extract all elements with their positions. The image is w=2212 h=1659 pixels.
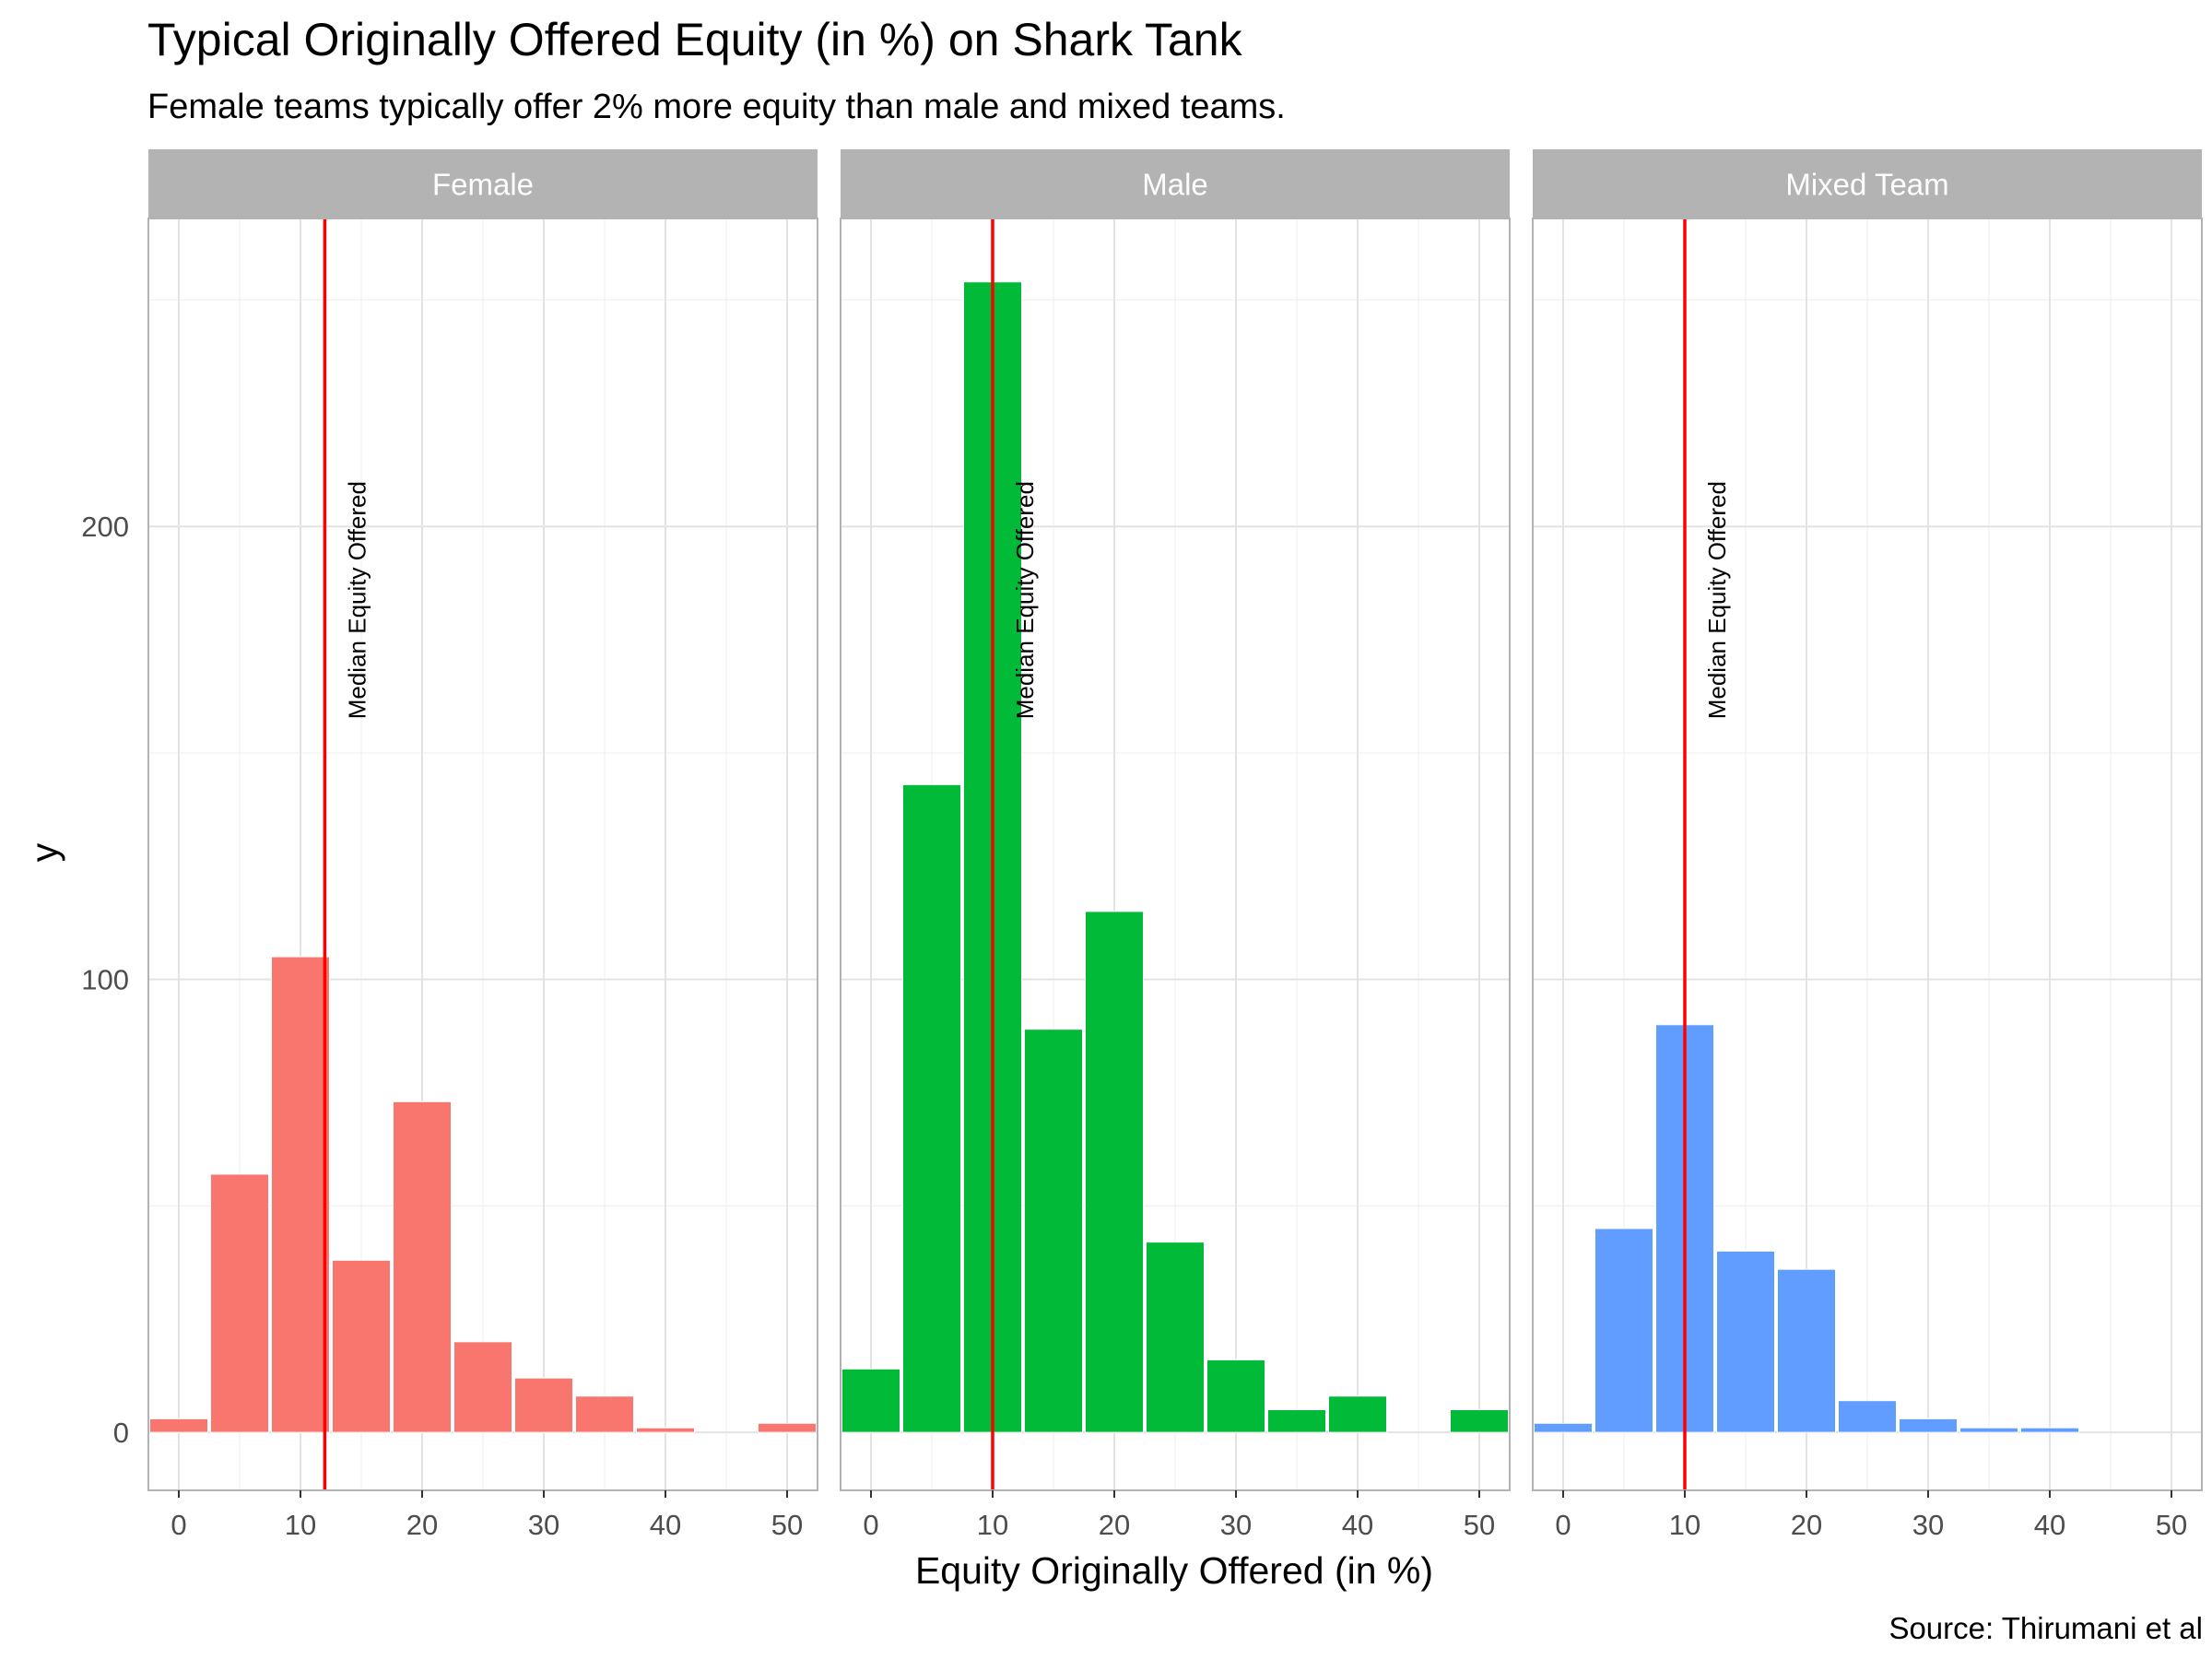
x-tick-label: 0 bbox=[171, 1509, 186, 1541]
histogram-bar bbox=[1777, 1268, 1836, 1433]
facet-strip bbox=[841, 149, 1510, 218]
x-tick-label: 40 bbox=[2034, 1509, 2065, 1541]
median-annotation: Median Equity Offered bbox=[343, 481, 371, 719]
facet-strip-label: Female bbox=[432, 168, 534, 202]
x-axis-title: Equity Originally Offered (in %) bbox=[915, 1549, 1433, 1592]
histogram-bar bbox=[1206, 1359, 1265, 1433]
median-annotation: Median Equity Offered bbox=[1011, 481, 1039, 719]
histogram-bar bbox=[636, 1427, 695, 1433]
y-tick-label: 200 bbox=[81, 511, 129, 543]
x-tick-label: 30 bbox=[528, 1509, 559, 1541]
histogram-bar bbox=[1838, 1400, 1897, 1433]
facet-mixed-team: Median Equity Offered Mixed Team 0 10 20 30 40… bbox=[1532, 149, 2203, 1541]
x-tick-label: 40 bbox=[650, 1509, 681, 1541]
x-tick-label: 0 bbox=[1555, 1509, 1571, 1541]
x-tick-label: 20 bbox=[1791, 1509, 1822, 1541]
x-tick-label: 10 bbox=[285, 1509, 316, 1541]
facet-strip-label: Male bbox=[1142, 168, 1208, 202]
histogram-bar bbox=[1085, 911, 1144, 1433]
median-annotation: Median Equity Offered bbox=[1703, 481, 1731, 719]
x-tick-label: 30 bbox=[1912, 1509, 1944, 1541]
x-tick-label: 50 bbox=[2156, 1509, 2187, 1541]
y-tick-label: 0 bbox=[113, 1417, 129, 1449]
histogram-bar bbox=[758, 1422, 817, 1433]
chart-title: Typical Originally Offered Equity (in %)… bbox=[147, 14, 1243, 65]
histogram-bar bbox=[1594, 1228, 1653, 1433]
y-tick-label: 100 bbox=[81, 964, 129, 996]
histogram-bar bbox=[332, 1259, 391, 1433]
histogram-bar bbox=[393, 1100, 452, 1433]
x-tick-label: 10 bbox=[977, 1509, 1008, 1541]
x-tick-label: 50 bbox=[771, 1509, 803, 1541]
histogram-bar bbox=[902, 783, 961, 1433]
histogram-bar bbox=[1146, 1241, 1205, 1433]
facet-female: Median Equity Offered Female 0 10 20 30 40 50 bbox=[147, 149, 818, 1541]
x-tick-label: 0 bbox=[863, 1509, 878, 1541]
x-tick-label: 30 bbox=[1220, 1509, 1252, 1541]
histogram-bar bbox=[1024, 1029, 1083, 1433]
chart-subtitle: Female teams typically offer 2% more equ… bbox=[147, 88, 1286, 126]
histogram-bar bbox=[1959, 1427, 2018, 1433]
histogram-bar bbox=[1328, 1395, 1387, 1433]
histogram-bar bbox=[149, 1418, 208, 1433]
x-tick-label: 20 bbox=[406, 1509, 438, 1541]
chart-caption: Source: Thirumani et al bbox=[1888, 1611, 2203, 1645]
x-tick-label: 50 bbox=[1464, 1509, 1495, 1541]
facet-strip bbox=[148, 149, 818, 218]
histogram-bar bbox=[841, 1368, 900, 1433]
histogram-bar bbox=[271, 956, 330, 1433]
facet-strip bbox=[1533, 149, 2202, 218]
histogram-bar bbox=[1267, 1409, 1326, 1433]
y-axis-title: y bbox=[23, 842, 65, 862]
facet-strip-label: Mixed Team bbox=[1785, 168, 1948, 202]
histogram-bar bbox=[1716, 1251, 1775, 1433]
histogram-bar bbox=[514, 1377, 573, 1433]
x-tick-label: 40 bbox=[1342, 1509, 1373, 1541]
x-tick-label: 20 bbox=[1099, 1509, 1130, 1541]
x-tick-label: 10 bbox=[1669, 1509, 1700, 1541]
histogram-bar bbox=[1534, 1422, 1593, 1433]
facet-male: Median Equity Offered Male 0 10 20 30 40 50 bbox=[840, 149, 1511, 1541]
histogram-bar bbox=[575, 1395, 634, 1433]
histogram-bar bbox=[1899, 1418, 1958, 1433]
histogram-bar bbox=[453, 1341, 512, 1433]
histogram-bar bbox=[2020, 1427, 2079, 1433]
y-axis: 0 100 200 bbox=[81, 511, 129, 1449]
histogram-bar bbox=[1450, 1409, 1509, 1433]
histogram-bar bbox=[210, 1173, 269, 1433]
